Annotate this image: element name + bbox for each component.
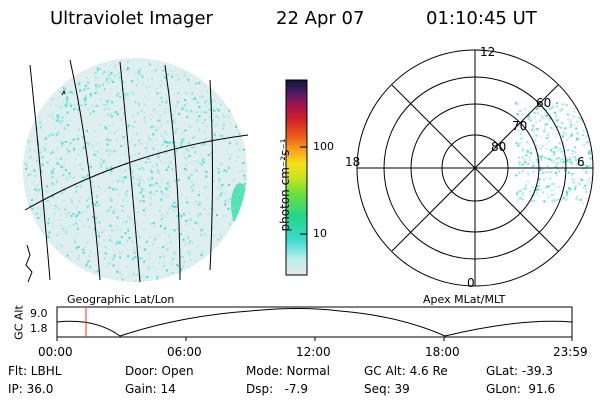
status-dsp: Dsp: -7.9 [246, 382, 309, 396]
status-seq: Seq: 39 [364, 382, 410, 396]
status-gain: Gain: 14 [125, 382, 176, 396]
status-ip: IP: 36.0 [8, 382, 54, 396]
colorbar-tick-label-100: 100 [313, 140, 334, 153]
time-tick-0000: 00:00 [38, 345, 73, 359]
mlt-label-12: 12 [480, 45, 496, 59]
colorbar [285, 79, 308, 276]
gc-alt-axis-label: GC Alt [12, 305, 26, 340]
apex-label: Apex MLat/MLT [423, 293, 506, 306]
time-tick-1800: 18:00 [425, 345, 460, 359]
mlat-label-70: 70 [512, 119, 528, 133]
alt-tick-9: 9.0 [30, 307, 48, 320]
coastline [25, 244, 33, 283]
geographic-label: Geographic Lat/Lon [67, 293, 175, 306]
imager-title: Ultraviolet Imager [50, 8, 213, 29]
colorbar-tick-label-10: 10 [313, 227, 327, 240]
mlt-label-18: 18 [345, 155, 361, 169]
status-glon: GLon: 91.6 [486, 382, 556, 396]
status-glat: GLat: -39.3 [486, 364, 553, 378]
status-gc-alt: GC Alt: 4.6 Re [364, 364, 448, 378]
colorbar-unit-label: photon cm⁻²s⁻¹ [278, 138, 292, 232]
polar-emission-speckle [515, 101, 592, 205]
mlat-label-60: 60 [536, 96, 552, 110]
mlt-label-0: 0 [467, 276, 475, 290]
time-tick-2359: 23:59 [553, 345, 588, 359]
geographic-image [23, 58, 249, 283]
alt-tick-1-8: 1.8 [30, 322, 48, 335]
time-tick-0600: 06:00 [167, 345, 202, 359]
polar-plot [356, 49, 594, 287]
time-label: 01:10:45 UT [426, 8, 537, 29]
altitude-plot [56, 306, 573, 341]
time-tick-1200: 12:00 [296, 345, 331, 359]
mlt-label-6: 6 [577, 155, 585, 169]
status-mode: Mode: Normal [246, 364, 330, 378]
altitude-curve [56, 308, 573, 337]
mlat-label-80: 80 [491, 140, 507, 154]
status-flt: Flt: LBHL [8, 364, 62, 378]
geographic-grid [24, 59, 249, 283]
uv-emission-speckle [23, 58, 247, 282]
status-door: Door: Open [125, 364, 194, 378]
date-label: 22 Apr 07 [276, 8, 365, 29]
